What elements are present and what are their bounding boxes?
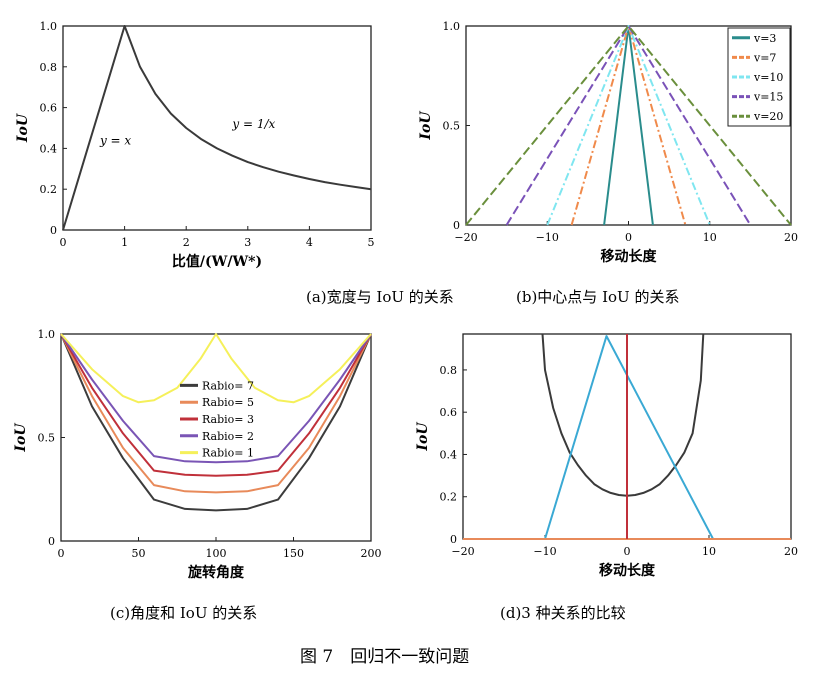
- x-tick-label: 100: [206, 547, 227, 560]
- series-line-Rabio1: [60, 333, 372, 404]
- x-tick-label: 0: [625, 231, 632, 244]
- x-tick-label: 1: [121, 236, 128, 249]
- series-line-Rabio2: [60, 333, 372, 464]
- x-tick-label: −20: [451, 545, 474, 558]
- y-tick-label: 0.5: [38, 432, 56, 445]
- series-line-v10: [546, 25, 711, 226]
- legend-label: v=3: [753, 32, 776, 45]
- y-tick-label: 1.0: [38, 328, 56, 341]
- caption-d: (d)3 种关系的比较: [500, 604, 626, 622]
- y-tick-label: 1.0: [443, 20, 461, 33]
- x-axis-label: 移动长度: [601, 248, 658, 265]
- caption-c: (c)角度和 IoU 的关系: [110, 604, 257, 622]
- x-tick-label: −20: [454, 231, 477, 244]
- y-tick-label: 0.5: [443, 120, 461, 133]
- y-tick-label: 0.2: [40, 183, 58, 196]
- series-line-v15: [505, 25, 752, 226]
- y-axis-label: IoU: [415, 422, 431, 452]
- legend-label: Rabio= 2: [202, 430, 254, 443]
- series-line-v7: [570, 25, 687, 226]
- y-tick-label: 1.0: [40, 20, 58, 33]
- annotation: y = x: [99, 133, 131, 147]
- y-axis-label: IoU: [15, 113, 31, 143]
- x-tick-label: −10: [536, 231, 559, 244]
- x-tick-label: 200: [361, 547, 382, 560]
- x-tick-label: 20: [784, 231, 798, 244]
- panel-a-chart: 0 1 2 3 4 5 0 0.2 0.4 0.6 0.8 1.0 比值/(W/W*) IoU y = x y…: [15, 20, 375, 270]
- x-tick-label: 0: [60, 236, 67, 249]
- x-tick-label: 5: [368, 236, 375, 249]
- caption-b: (b)中心点与 IoU 的关系: [516, 288, 679, 306]
- annotation: y = 1/x: [231, 117, 275, 131]
- y-tick-label: 0: [450, 533, 457, 546]
- series-line-v20: [465, 25, 792, 226]
- y-tick-label: 0.8: [440, 364, 458, 377]
- plot-frame: [62, 25, 372, 231]
- y-tick-label: 0: [453, 219, 460, 232]
- y-tick-label: 0.4: [440, 448, 458, 461]
- y-axis-label: IoU: [13, 423, 29, 453]
- x-axis-label: 比值/(W/W*): [172, 253, 262, 270]
- legend-label: Rabio= 5: [202, 396, 254, 409]
- x-tick-label: 0: [58, 547, 65, 560]
- series-line-Rabio3: [60, 333, 372, 477]
- legend: Rabio= 7 Rabio= 5 Rabio= 3 Rabio= 2 Rabio= 1: [180, 379, 254, 460]
- legend-label: Rabio= 1: [202, 447, 254, 460]
- legend-label: v=10: [753, 71, 783, 84]
- x-tick-label: −10: [533, 545, 556, 558]
- y-tick-label: 0.2: [440, 491, 458, 504]
- series-line-1: [544, 335, 714, 540]
- x-axis-label: 移动长度: [599, 562, 656, 579]
- legend-label: v=7: [753, 51, 776, 64]
- legend: v=3 v=7 v=10 v=15 v=20: [727, 27, 791, 127]
- series-line-0: [62, 25, 372, 231]
- panel-d-chart: −20 −10 0 10 20 0 0.2 0.4 0.6 0.8 移动长度 IoU: [415, 333, 798, 579]
- x-tick-label: 10: [703, 231, 717, 244]
- x-tick-label: 3: [244, 236, 251, 249]
- series-line-v3: [603, 25, 654, 226]
- y-tick-label: 0: [50, 224, 57, 237]
- y-axis-label: IoU: [418, 111, 434, 141]
- series-line-0: [541, 333, 705, 497]
- y-tick-label: 0.8: [40, 61, 58, 74]
- legend-label: v=20: [753, 110, 783, 123]
- caption-a: (a)宽度与 IoU 的关系: [306, 288, 454, 306]
- figure-caption: 图 7 回归不一致问题: [300, 647, 469, 667]
- x-tick-label: 4: [306, 236, 313, 249]
- legend-box: [727, 27, 791, 127]
- x-tick-label: 20: [784, 545, 798, 558]
- y-tick-label: 0: [48, 535, 55, 548]
- legend-label: v=15: [753, 91, 783, 104]
- x-tick-label: 0: [624, 545, 631, 558]
- legend-label: Rabio= 7: [202, 379, 254, 392]
- y-tick-label: 0.4: [40, 142, 58, 155]
- legend-label: Rabio= 3: [202, 413, 254, 426]
- series-line-Rabio7: [60, 333, 372, 512]
- y-tick-label: 0.6: [40, 102, 58, 115]
- x-axis-label: 旋转角度: [187, 564, 245, 581]
- series-line-Rabio5: [60, 333, 372, 494]
- x-tick-label: 50: [132, 547, 146, 560]
- x-tick-label: 10: [702, 545, 716, 558]
- x-tick-label: 2: [183, 236, 190, 249]
- y-tick-label: 0.6: [440, 406, 458, 419]
- x-tick-label: 150: [283, 547, 304, 560]
- panel-b-chart: −20 −10 0 10 2000.51.0移动长度IoUv=3v=7v=10v=15v…: [418, 20, 798, 265]
